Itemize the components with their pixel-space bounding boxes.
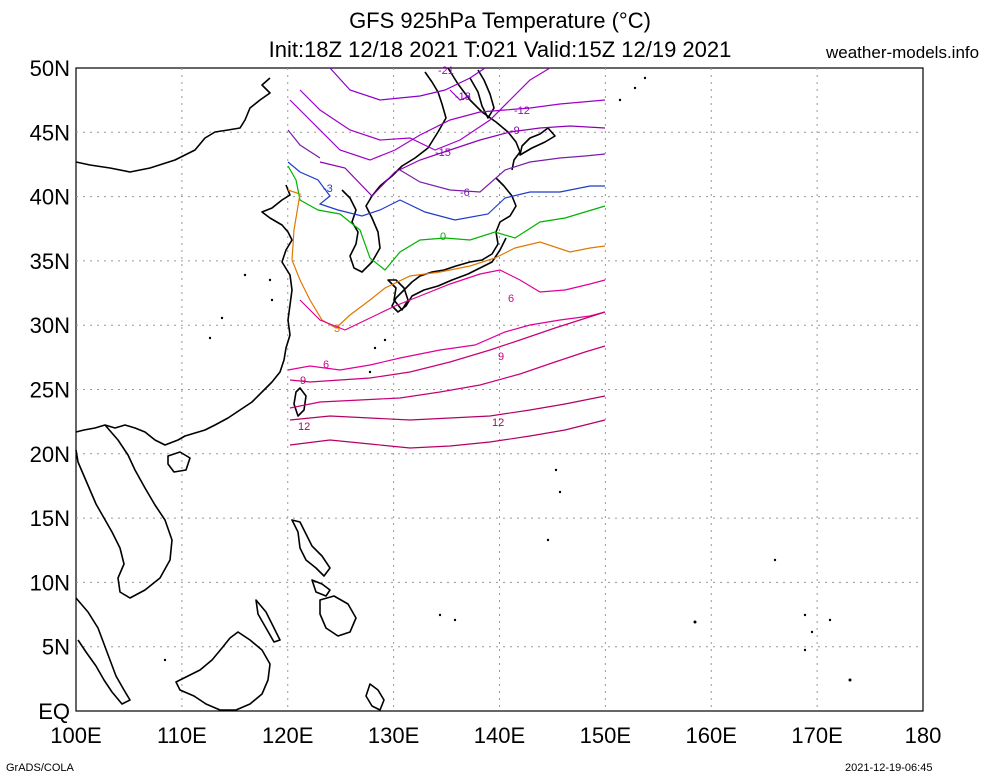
temperature-contours: -18 -15 -12 -21 -9 -6 -3 0 3 6 6 9 9 12 12 bbox=[287, 65, 606, 449]
contour-label: 6 bbox=[323, 359, 329, 371]
y-tick-label: 20N bbox=[30, 442, 70, 467]
coast-borneo bbox=[175, 631, 271, 711]
contour-9b bbox=[289, 345, 606, 409]
y-tick-label: 5N bbox=[42, 635, 70, 660]
contour-m15 bbox=[299, 67, 551, 151]
coast-sulawesi bbox=[365, 683, 385, 711]
x-tick-label: 140E bbox=[474, 723, 525, 748]
y-tick-label: 30N bbox=[30, 313, 70, 338]
coast-hainan bbox=[167, 451, 191, 473]
site-label: weather-models.info bbox=[826, 43, 980, 62]
contour-0 bbox=[287, 165, 606, 271]
contour-label: -15 bbox=[435, 147, 451, 159]
coast-mindanao bbox=[319, 595, 357, 637]
contour-label: 6 bbox=[508, 293, 514, 305]
y-tick-label: 40N bbox=[30, 185, 70, 210]
contour-label: 12 bbox=[298, 421, 310, 433]
contour-9 bbox=[289, 311, 606, 383]
contour-12b bbox=[289, 419, 606, 449]
x-tick-label: 120E bbox=[262, 723, 313, 748]
coast-indochina bbox=[75, 424, 173, 599]
coast-china bbox=[75, 77, 293, 446]
contour-label: 12 bbox=[492, 417, 504, 429]
contour-label: 0 bbox=[440, 231, 446, 243]
contour-6 bbox=[299, 269, 606, 331]
footer-right: 2021-12-19-06:45 bbox=[845, 762, 933, 774]
y-tick-label: 10N bbox=[30, 570, 70, 595]
coast-korea bbox=[341, 185, 381, 273]
contour-3 bbox=[287, 189, 606, 329]
x-tick-label: 150E bbox=[580, 723, 631, 748]
contour-12 bbox=[289, 395, 606, 421]
small-islands bbox=[163, 76, 852, 682]
contour-label: -3 bbox=[323, 183, 333, 195]
contour-m18 bbox=[329, 67, 486, 101]
contour-label: 3 bbox=[334, 323, 340, 335]
contour-label: 9 bbox=[498, 351, 504, 363]
contour-label: -12 bbox=[514, 105, 530, 117]
contour-m6 bbox=[287, 129, 606, 193]
y-tick-label: 45N bbox=[30, 120, 70, 145]
coast-russia bbox=[379, 67, 521, 187]
x-tick-label: 170E bbox=[791, 723, 842, 748]
chart-title: GFS 925hPa Temperature (°C) bbox=[349, 8, 651, 33]
x-tick-label: 180 bbox=[905, 723, 942, 748]
y-tick-label: 35N bbox=[30, 249, 70, 274]
contour-label: 9 bbox=[300, 375, 306, 387]
grid-lines bbox=[76, 68, 923, 711]
coast-japan bbox=[391, 177, 517, 313]
y-tick-label: 25N bbox=[30, 378, 70, 403]
contour-label: -18 bbox=[455, 91, 471, 103]
coastlines bbox=[75, 67, 556, 711]
coast-luzon bbox=[291, 519, 331, 577]
x-tick-label: 160E bbox=[686, 723, 737, 748]
contour-m21 bbox=[449, 89, 471, 101]
contour-6b bbox=[287, 311, 606, 371]
x-tick-label: 110E bbox=[157, 723, 207, 748]
axis-ticks: 100E 110E 120E 130E 140E 150E 160E 170E 180 EQ 5N 1… bbox=[30, 56, 942, 748]
contour-label: -6 bbox=[460, 187, 470, 199]
coast-kyushu bbox=[387, 279, 409, 311]
y-tick-label: 15N bbox=[30, 506, 70, 531]
y-tick-label: 50N bbox=[30, 56, 70, 81]
coast-malay bbox=[75, 597, 131, 705]
coast-visayas bbox=[311, 579, 331, 597]
y-tick-label: EQ bbox=[38, 699, 70, 724]
coast-palawan bbox=[255, 599, 281, 643]
coast-taiwan bbox=[293, 387, 307, 417]
coast-sakhalin bbox=[469, 69, 495, 119]
x-tick-label: 100E bbox=[50, 723, 101, 748]
footer-left: GrADS/COLA bbox=[6, 762, 74, 774]
contour-m3 bbox=[287, 161, 605, 221]
chart-subtitle: Init:18Z 12/18 2021 T:021 Valid:15Z 12/1… bbox=[268, 37, 732, 62]
contour-m9 bbox=[319, 125, 606, 197]
contour-label: -9 bbox=[510, 125, 520, 137]
contour-label: -21 bbox=[438, 65, 454, 77]
x-tick-label: 130E bbox=[368, 723, 419, 748]
contour-m12 bbox=[289, 99, 606, 161]
